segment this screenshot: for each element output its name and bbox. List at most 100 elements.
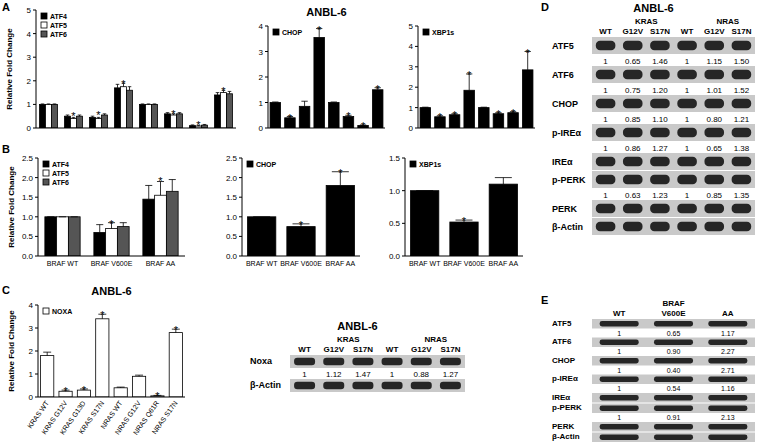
blot-quantity: 0.65 [667,330,681,337]
bar [96,319,109,397]
blot-quantity: 0.40 [667,367,681,374]
blot-quantity: 1.47 [355,370,371,379]
bar [166,191,178,256]
blot-quantity: 1.38 [734,144,750,153]
y-tick [35,236,38,237]
y-tick-label: 1 [27,100,32,109]
y-tick [265,128,268,129]
blot-band [732,70,752,80]
blot-quantity: 1.46 [652,57,668,66]
y-tick [239,177,242,178]
legend-swatch [43,170,49,176]
blot-strip [592,153,755,170]
blot-quantity: 1 [685,57,690,66]
bar [102,115,108,128]
blot-band [732,128,752,138]
bar [46,104,52,128]
blot-band [677,175,697,185]
blot-row-label: IREα [552,157,573,167]
blot-column-label: AA [722,309,734,318]
error-bar [481,107,487,108]
blot-column-label: G12V [623,27,644,36]
blot-band [708,395,747,400]
bar [65,116,71,128]
x-axis [38,397,185,398]
bar [94,232,106,256]
error-stem [129,87,130,91]
error-cap [47,216,54,217]
bar [420,108,431,128]
bar [140,104,146,128]
error-stem [99,225,100,233]
blot-row-label: p-PERK [552,403,582,412]
error-bar [116,84,120,88]
y-tick-label: 3 [29,324,34,333]
y-tick-label: 0.5 [22,232,34,241]
y-tick [402,158,405,159]
error-cap [47,103,51,104]
blot-band [382,358,403,365]
error-bar [53,103,57,104]
blot-group-label: NRAS [424,335,447,344]
significance-mark: * [496,108,501,120]
blot-band [352,382,373,389]
error-bar [59,216,66,217]
blot-band [732,222,752,232]
blot-strip [592,319,755,329]
y-tick-label: 5 [27,6,32,15]
blot-quantity: 1 [603,144,608,153]
bar [227,94,233,128]
y-tick [402,190,405,191]
blot-band [440,382,461,389]
blot-band [704,70,724,80]
significance-mark: * [511,107,516,119]
blot-band [600,321,639,326]
y-axis-label: Relative Fold Change [5,28,14,110]
error-bar [272,101,278,103]
blot-quantity: 1 [603,86,608,95]
blot-strip [592,338,755,348]
blot-row-label: ATF5 [552,319,572,328]
bar [90,117,96,128]
bar [314,37,325,128]
error-cap [216,92,220,93]
y-tick-label: 1.0 [226,213,238,222]
blot-quantity: 1.27 [652,144,668,153]
y-tick [265,77,268,78]
legend-swatch [423,29,429,35]
significance-mark: * [82,384,87,396]
error-bar [128,87,132,91]
blot-title: ANBL-6 [337,320,377,332]
y-tick-label: 4 [29,301,34,310]
blot-quantity: 2.71 [721,367,735,374]
blot-band [411,382,432,389]
significance-mark: * [196,119,201,131]
x-tick-label: BRAF AA [326,260,356,267]
y-tick [35,177,38,178]
bar [248,217,276,256]
y-tick-label: 1 [29,370,34,379]
error-cap [203,124,207,125]
blot-quantity: 1.12 [326,370,342,379]
blot-band [704,204,724,214]
y-tick-label: 2 [27,77,32,86]
blot-band [623,99,643,109]
blot-band [623,128,643,138]
significance-mark: * [100,309,105,321]
blot-band [708,377,747,382]
blot-band [294,358,315,365]
error-cap [145,185,152,186]
y-tick [239,158,242,159]
plot-area [45,180,178,256]
x-tick-label: BRAF AA [489,260,519,267]
significance-mark: * [171,108,176,120]
panel-label: E [541,294,548,306]
bar [165,114,171,128]
legend-swatch [41,13,47,19]
blot-band [650,157,670,167]
error-cap [495,177,512,178]
error-cap [166,112,170,113]
blot-column-label: WT [386,345,399,354]
blot-band [650,41,670,51]
blot-strip [592,218,755,235]
